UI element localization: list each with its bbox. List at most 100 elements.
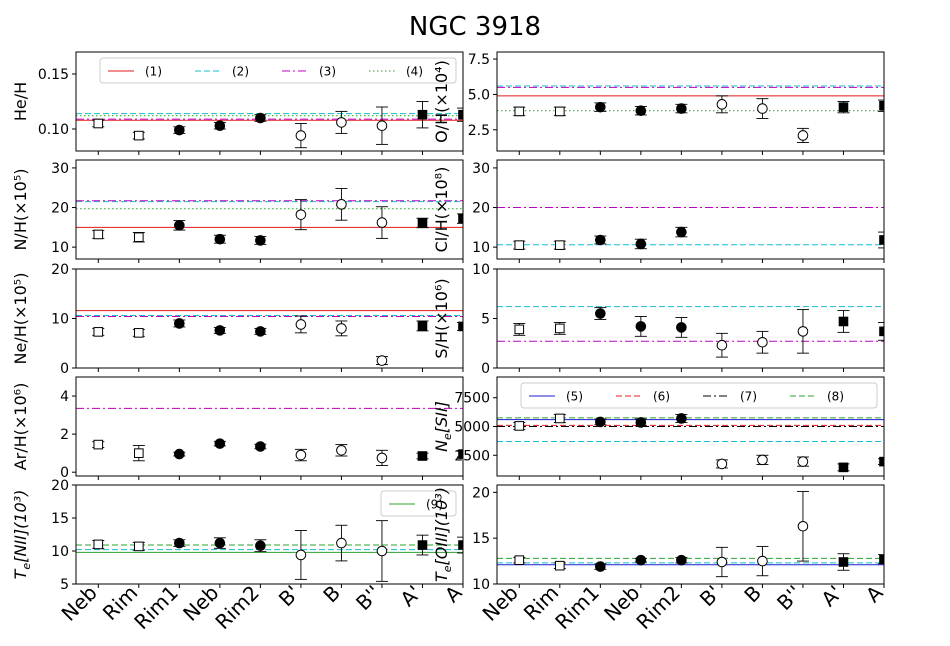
square-marker	[93, 229, 104, 240]
data-point	[675, 226, 688, 238]
legend-label-l6: (6)	[653, 390, 670, 404]
circle-marker	[295, 209, 307, 220]
data-point	[715, 95, 728, 114]
legend-frame	[99, 57, 457, 84]
y-tick-label: 15	[51, 511, 69, 527]
panel-frame	[496, 484, 885, 585]
plot-area	[76, 520, 463, 582]
data-point	[756, 454, 769, 466]
plot-area	[497, 207, 884, 250]
square-marker	[514, 324, 525, 335]
y-axis-label: Cl/H(×10⁸)	[432, 167, 451, 253]
data-point	[715, 458, 728, 470]
data-point	[173, 318, 186, 329]
y-tick-label: 15	[472, 531, 490, 547]
y-tick-label: 2	[60, 427, 69, 443]
data-point	[254, 539, 267, 553]
plot-area	[76, 101, 463, 149]
square-marker	[838, 102, 849, 112]
data-point	[878, 322, 884, 341]
data-point	[173, 537, 186, 549]
data-point	[294, 199, 307, 231]
circle-marker	[255, 112, 266, 124]
circle-marker	[336, 444, 347, 456]
circle-marker	[376, 355, 388, 366]
data-point	[294, 448, 307, 462]
circle-marker	[595, 416, 606, 428]
y-axis-label: Te[NII](10³)	[11, 490, 33, 580]
data-point	[715, 332, 728, 358]
square-marker	[417, 109, 428, 120]
square-marker	[555, 106, 565, 117]
data-point	[254, 441, 267, 452]
circle-marker	[716, 556, 728, 568]
data-point	[375, 449, 388, 466]
square-marker	[514, 555, 525, 565]
data-point	[416, 217, 429, 229]
data-point	[675, 554, 688, 566]
y-axis-label: Ne[SII]	[432, 401, 454, 452]
circle-marker	[214, 120, 226, 131]
circle-marker	[635, 321, 647, 332]
circle-marker	[376, 120, 388, 131]
panel-neh: 0 10 20 Ne/H(×10⁵)	[11, 262, 464, 377]
data-point	[132, 445, 145, 462]
y-tick-label: 5	[481, 312, 490, 328]
y-tick-label: 20	[51, 478, 69, 494]
square-marker	[458, 109, 463, 120]
x-category-label: Rim2	[631, 581, 685, 635]
y-tick-label: 5	[60, 577, 69, 593]
square-marker	[134, 328, 144, 338]
data-point	[513, 323, 526, 336]
y-tick-label: 10	[51, 312, 69, 328]
data-point	[675, 413, 688, 424]
square-marker	[838, 557, 849, 567]
data-point	[457, 213, 463, 224]
data-point	[173, 220, 186, 231]
legend-label-l2: (2)	[232, 65, 249, 79]
square-marker	[838, 316, 849, 327]
data-point	[796, 456, 809, 467]
data-point	[756, 545, 769, 577]
data-point	[213, 438, 226, 449]
circle-marker	[295, 319, 307, 330]
square-marker	[93, 327, 104, 337]
square-marker	[93, 118, 104, 129]
data-point	[416, 534, 429, 556]
circle-marker	[757, 454, 768, 466]
legend-label-l4: (4)	[406, 65, 423, 79]
data-point	[594, 307, 607, 320]
circle-marker	[174, 448, 185, 460]
y-axis-label: N/H(×10⁵)	[11, 168, 30, 250]
square-marker	[458, 540, 463, 550]
square-marker	[879, 554, 884, 565]
data-point	[553, 413, 566, 424]
data-point	[335, 320, 348, 337]
square-marker	[93, 439, 104, 450]
panel-oh: 2.5 5.0 7.5 O/H(×10⁴)	[432, 51, 885, 155]
legend-frame	[520, 382, 878, 409]
circle-marker	[757, 103, 768, 114]
circle-marker	[295, 449, 307, 461]
data-point	[254, 235, 267, 246]
data-point	[213, 233, 226, 245]
y-tick-label: 0	[60, 465, 69, 481]
data-point	[634, 554, 647, 566]
square-marker	[514, 106, 525, 117]
square-marker	[555, 413, 565, 424]
x-category-label: B''	[772, 581, 806, 615]
y-tick-label: 7500	[454, 391, 490, 407]
data-point	[92, 229, 105, 240]
y-tick-label: 7.5	[468, 52, 490, 68]
data-point	[837, 462, 850, 473]
data-point	[878, 231, 884, 249]
circle-marker	[214, 537, 226, 549]
data-point	[796, 309, 809, 354]
circle-marker	[676, 226, 687, 238]
square-marker	[417, 218, 428, 228]
legend-label-l5: (5)	[566, 390, 583, 404]
plot-area	[76, 407, 463, 466]
circle-marker	[336, 117, 347, 128]
data-point	[553, 560, 566, 571]
y-tick-label: 10	[51, 544, 69, 560]
